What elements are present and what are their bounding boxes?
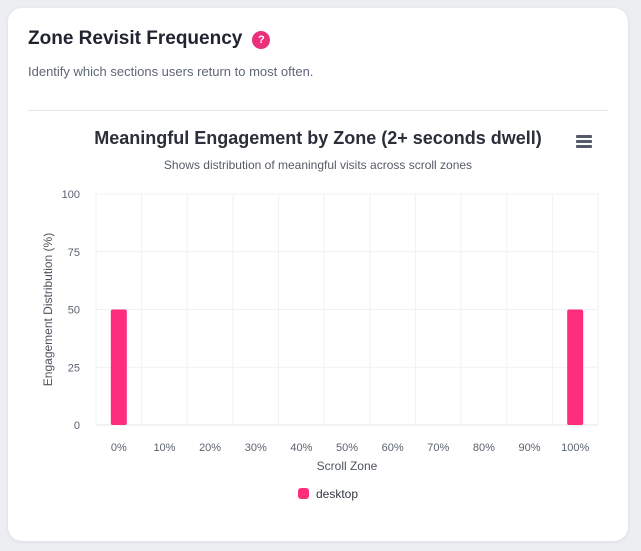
y-tick-label: 25	[68, 362, 80, 374]
x-axis-label: Scroll Zone	[317, 459, 378, 473]
x-tick-label: 90%	[519, 442, 541, 454]
hamburger-menu-icon[interactable]	[576, 135, 592, 149]
card-title: Zone Revisit Frequency	[28, 28, 243, 49]
card-subtitle: Identify which sections users return to …	[28, 64, 314, 79]
y-tick-label: 100	[62, 189, 80, 201]
chart-title: Meaningful Engagement by Zone (2+ second…	[94, 128, 542, 148]
chart-subtitle: Shows distribution of meaningful visits …	[163, 158, 473, 172]
y-axis-label: Engagement Distribution (%)	[41, 233, 55, 386]
x-tick-label: 50%	[336, 442, 358, 454]
chart-svg: 0 25 50 75 100 0% 10% 20% 30% 40% 50% 60% 70% 80% 90% 1…	[41, 189, 599, 501]
help-icon[interactable]: ?	[252, 31, 271, 49]
x-tick-label: 30%	[245, 442, 267, 454]
header-divider	[28, 110, 608, 111]
legend-swatch	[298, 488, 309, 499]
chart-container: Meaningful Engagement by Zone (2+ second…	[28, 118, 608, 528]
x-tick-label: 100%	[561, 442, 589, 454]
x-tick-label: 0%	[111, 442, 127, 454]
x-tick-label: 20%	[199, 442, 221, 454]
x-tick-label: 10%	[153, 442, 175, 454]
x-tick-label: 60%	[382, 442, 404, 454]
bar	[110, 309, 127, 425]
legend-label: desktop	[316, 487, 358, 501]
zone-revisit-card: Zone Revisit Frequency ? Identify which …	[8, 8, 628, 541]
x-tick-label: 70%	[427, 442, 449, 454]
card-header: Zone Revisit Frequency ? Identify which …	[28, 28, 608, 79]
bar	[567, 309, 584, 425]
x-tick-label: 80%	[473, 442, 495, 454]
y-tick-label: 75	[68, 247, 80, 259]
title-row: Zone Revisit Frequency ?	[28, 28, 608, 50]
x-tick-label: 40%	[290, 442, 312, 454]
y-tick-label: 50	[68, 305, 80, 317]
y-tick-label: 0	[74, 420, 80, 432]
